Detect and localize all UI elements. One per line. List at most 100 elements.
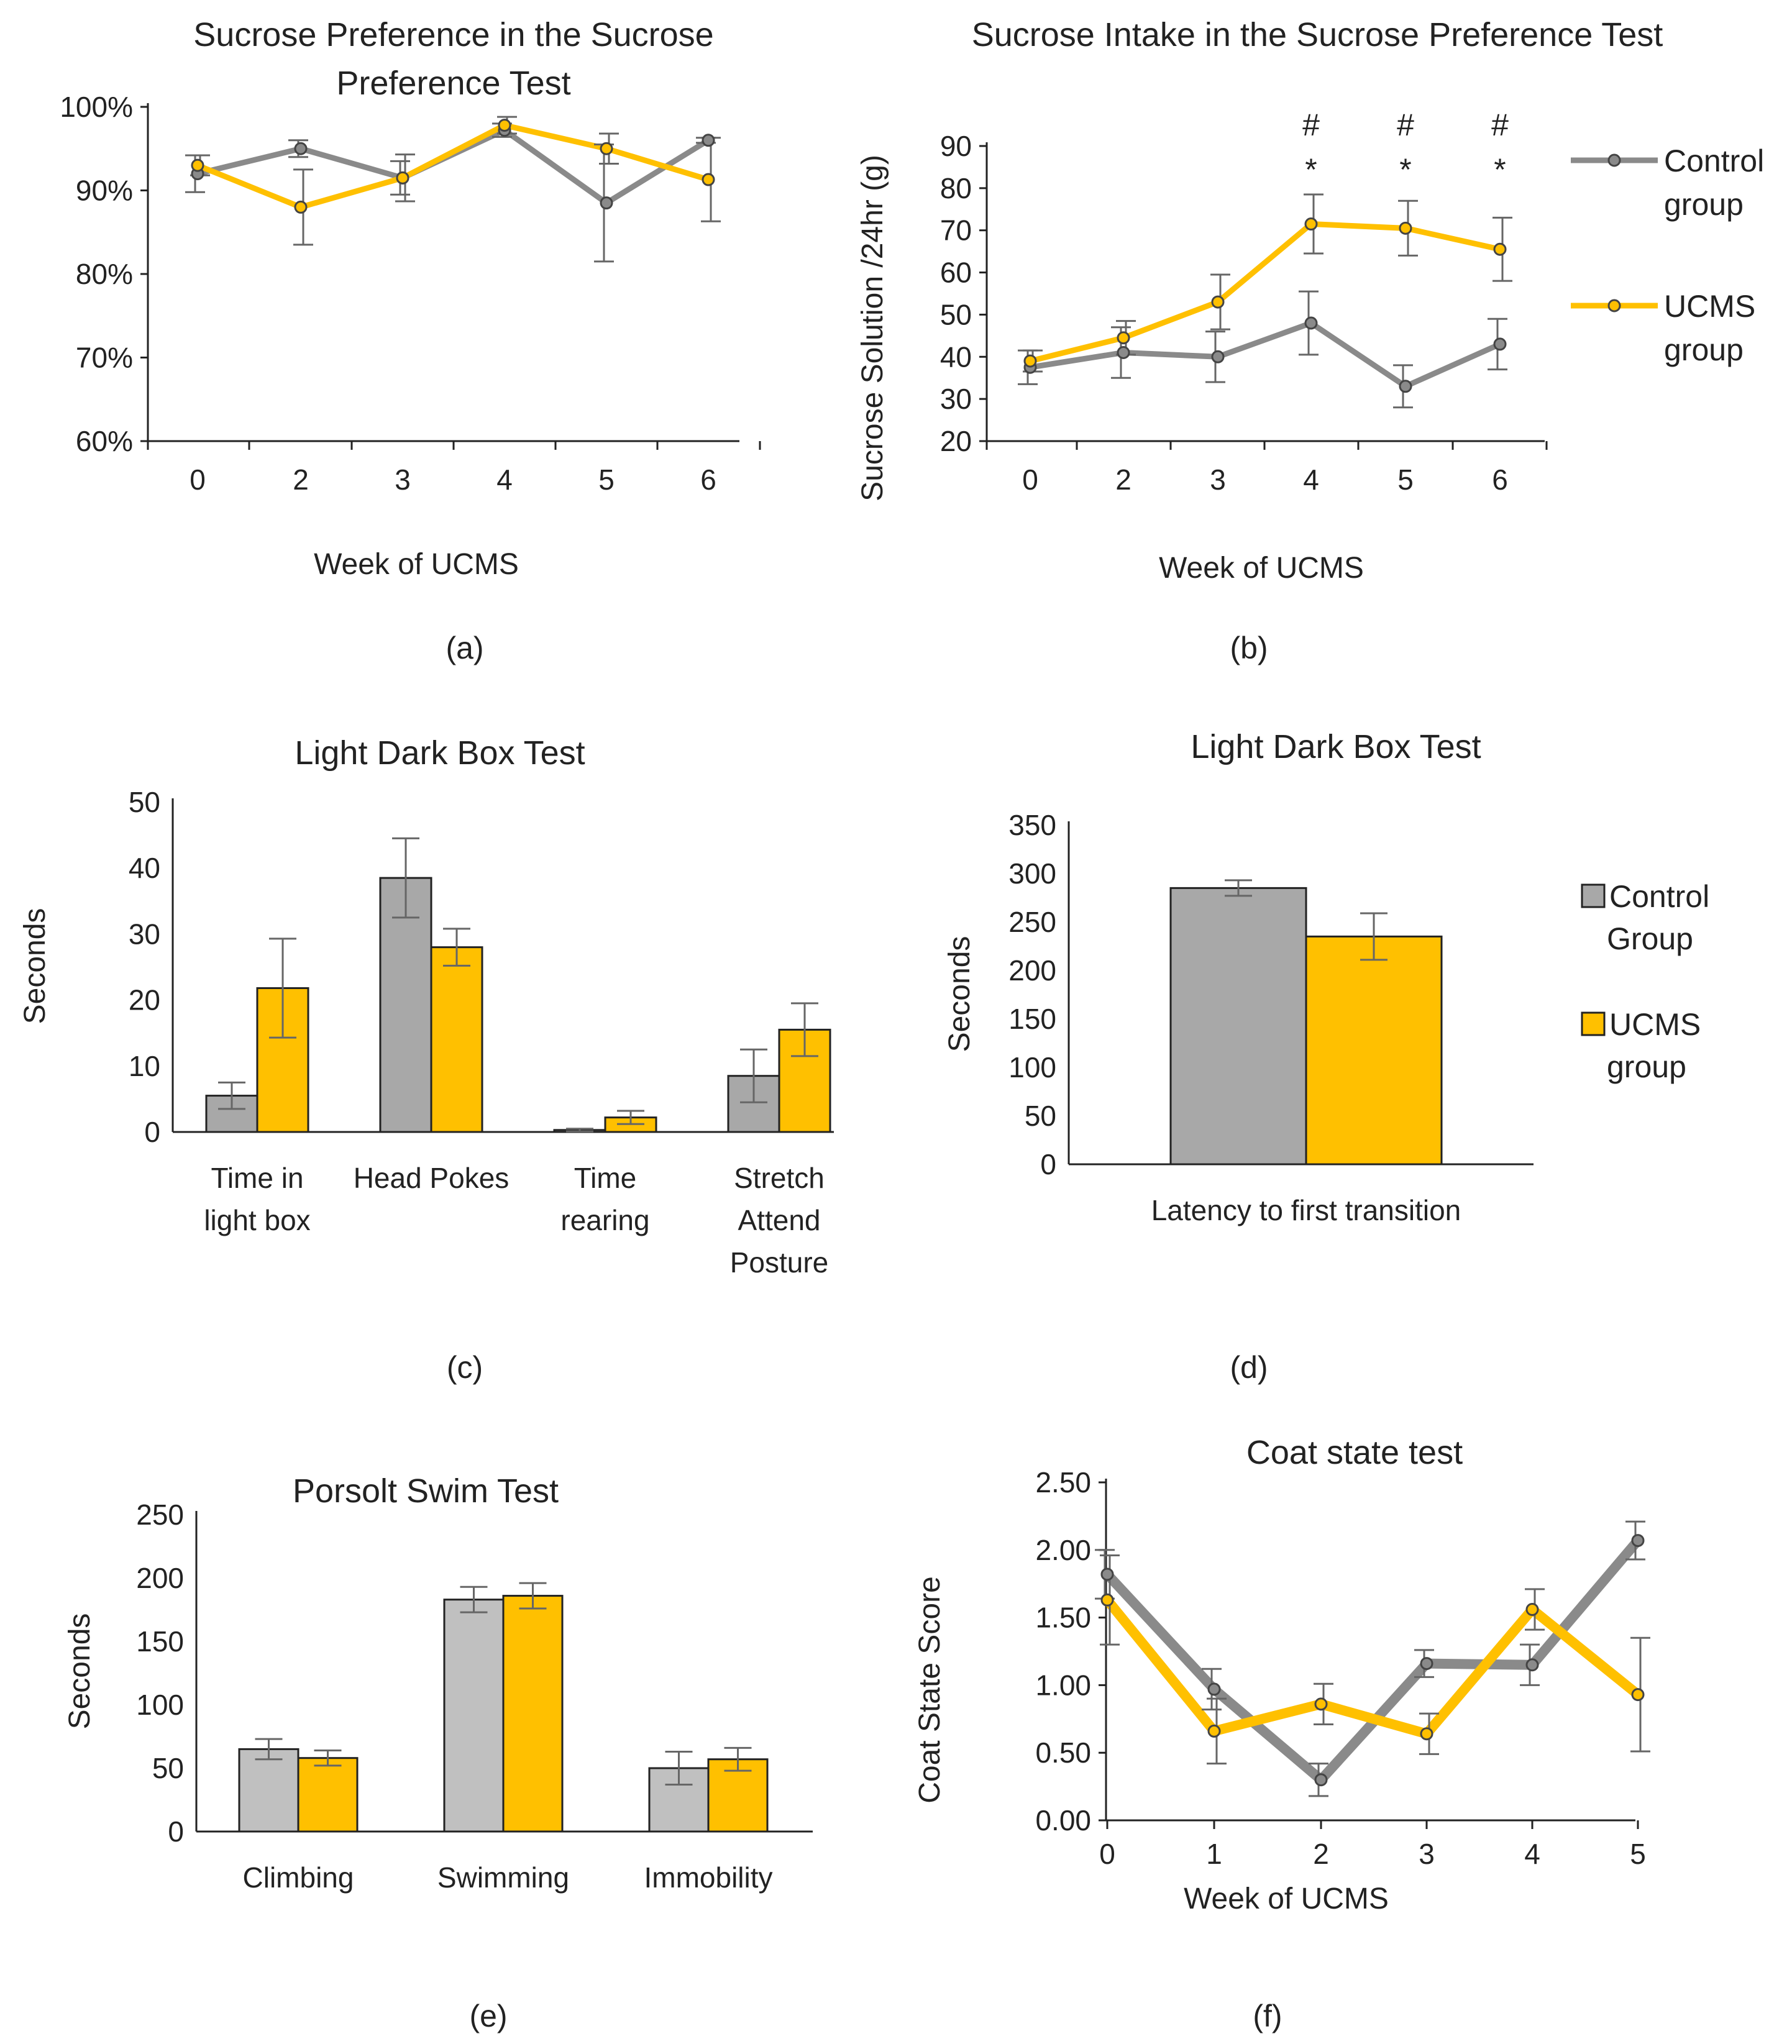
control-data-point [1100, 1567, 1114, 1581]
x-category-label: Posture [730, 1246, 829, 1279]
ucms-data-point [1420, 1727, 1433, 1741]
x-category-label: Time [574, 1162, 637, 1194]
y-tick-label: 90% [76, 175, 133, 207]
x-tick-label: 3 [1210, 463, 1226, 496]
x-category-label: Latency to first transition [1151, 1194, 1461, 1226]
y-tick-label: 0 [144, 1116, 160, 1148]
legend-label: UCMS [1664, 289, 1755, 324]
x-tick-label: 2 [1115, 463, 1131, 496]
control-data-point [294, 142, 308, 155]
x-tick-label: 5 [1630, 1838, 1646, 1870]
legend-swatch-marker [1607, 153, 1621, 167]
x-category-label: rearing [560, 1204, 649, 1236]
panel-c-light-dark-box-bar-chart: Light Dark Box Test Seconds (c) 0 10 20 30 40 50… [19, 734, 834, 1385]
y-axis-label: Sucrose Solution /24hr (g) [856, 155, 889, 501]
legend-label: Group [1607, 921, 1693, 956]
y-tick-label: 1.50 [1035, 1602, 1091, 1634]
x-tick-label: 6 [700, 463, 716, 496]
panel-b-sucrose-intake-chart: Sucrose Intake in the Sucrose Preference… [856, 16, 1764, 665]
y-tick-label: 100 [1008, 1051, 1056, 1084]
y-tick-label: 250 [136, 1499, 184, 1531]
control-data-point [1399, 380, 1412, 393]
ucms-data-point [1211, 295, 1225, 309]
chart-title: Coat state test [1246, 1434, 1463, 1471]
control-data-point [702, 134, 715, 147]
y-tick-label: 60 [940, 257, 972, 289]
legend-label: group [1664, 187, 1744, 222]
control-bar [443, 1599, 505, 1833]
ucms-data-point [702, 173, 715, 186]
y-tick-label: 80 [940, 172, 972, 204]
x-category-label: Climbing [243, 1861, 354, 1894]
y-tick-label: 90 [940, 130, 972, 162]
panel-d-latency-bar-chart: Light Dark Box Test Seconds (d) 0 50 100 150 20… [943, 728, 1709, 1385]
ucms-series-line [1103, 1597, 1642, 1739]
y-tick-label: 250 [1008, 906, 1056, 938]
x-category-label: light box [204, 1204, 310, 1236]
y-tick-label: 20 [129, 984, 160, 1016]
control-data-point [1211, 350, 1225, 363]
y-tick-label: 70 [940, 214, 972, 247]
x-tick-label: 4 [1303, 463, 1319, 496]
y-axis-label: Coat State Score [913, 1576, 946, 1804]
significance-star: * [1305, 152, 1317, 187]
x-tick-label: 0 [1099, 1838, 1115, 1870]
y-tick-label: 50 [129, 786, 160, 818]
control-series-line [1030, 320, 1501, 390]
legend-swatch [1581, 883, 1606, 908]
chart-title: Light Dark Box Test [1191, 728, 1481, 765]
chart-title: Sucrose Intake in the Sucrose Preference… [972, 16, 1663, 53]
x-tick-label: 5 [598, 463, 615, 496]
ucms-series-line [196, 122, 710, 210]
x-axis-label: Week of UCMS [314, 548, 519, 581]
y-tick-label: 100% [60, 91, 133, 123]
panel-label: (c) [447, 1350, 483, 1385]
y-tick-label: 100 [136, 1689, 184, 1721]
ucms-data-point [396, 171, 409, 185]
significance-hash: # [1302, 107, 1320, 142]
y-tick-label: 200 [136, 1562, 184, 1594]
x-tick-label: 2 [1313, 1838, 1329, 1870]
x-tick-label: 4 [496, 463, 513, 496]
y-tick-label: 0.50 [1035, 1736, 1091, 1769]
panel-label: (e) [469, 1999, 507, 2033]
y-tick-label: 300 [1008, 857, 1056, 890]
y-tick-label: 80% [76, 258, 133, 290]
x-axis-label: Week of UCMS [1184, 1882, 1389, 1915]
ucms-data-point [1314, 1697, 1328, 1711]
ucms-data-point [1631, 1688, 1645, 1702]
ucms-data-point [1100, 1593, 1114, 1607]
x-category-label: Attend [738, 1204, 821, 1236]
significance-hash: # [1397, 107, 1414, 142]
x-category-label: Immobility [644, 1861, 772, 1894]
control-series-line [1104, 1537, 1642, 1785]
panel-label: (a) [446, 631, 483, 665]
x-category-label: Head Pokes [354, 1162, 510, 1194]
x-tick-label: 3 [395, 463, 411, 496]
ucms-data-point [1207, 1724, 1221, 1738]
y-tick-label: 40 [129, 852, 160, 884]
chart-title: Porsolt Swim Test [293, 1472, 559, 1510]
y-tick-label: 50 [940, 298, 972, 331]
y-tick-label: 0 [1040, 1148, 1056, 1180]
control-data-point [1207, 1682, 1221, 1696]
y-tick-label: 2.50 [1035, 1466, 1091, 1499]
y-tick-label: 50 [152, 1752, 184, 1784]
y-tick-label: 0 [168, 1815, 184, 1848]
control-data-point [1117, 346, 1130, 359]
legend-label: group [1607, 1049, 1686, 1084]
x-tick-label: 5 [1397, 463, 1414, 496]
y-tick-label: 10 [129, 1050, 160, 1082]
legend-swatch-marker [1607, 299, 1621, 313]
ucms-bar [502, 1595, 564, 1833]
x-tick-label: 3 [1419, 1838, 1435, 1870]
panel-label: (b) [1230, 631, 1268, 665]
control-data-point [1420, 1657, 1433, 1671]
legend-label: Control [1609, 879, 1709, 914]
ucms-data-point [1304, 217, 1318, 231]
chart-title: Light Dark Box Test [295, 734, 585, 772]
control-data-point [1314, 1773, 1328, 1787]
ucms-bar [297, 1757, 359, 1833]
control-data-point [1493, 337, 1507, 351]
x-category-label: Time in [211, 1162, 303, 1194]
